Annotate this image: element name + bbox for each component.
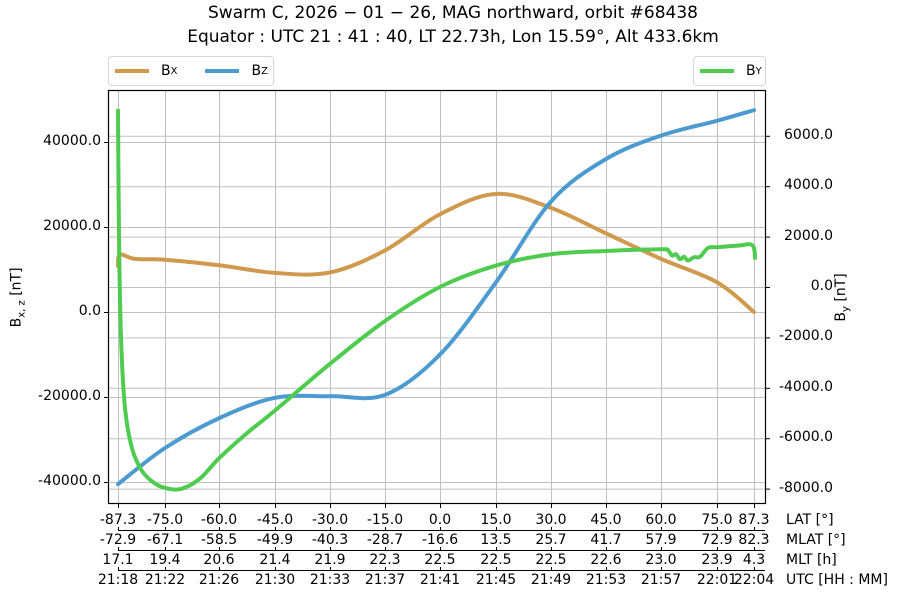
mlt-tick-label: 23.0 (645, 552, 677, 568)
mlt-tick-label: 4.3 (742, 552, 766, 568)
lat-tick-label: 0.0 (428, 512, 452, 528)
right-tick-label: -4000.0 (778, 378, 833, 395)
lat-tick-label: 30.0 (535, 512, 567, 528)
grid-lines (109, 91, 765, 503)
curve-bz (116, 108, 756, 487)
chart-title-line2: Equator : UTC 21 : 41 : 40, LT 22.73h, L… (187, 27, 719, 47)
mlt-tick-label: 21.4 (259, 552, 291, 568)
left-tick-label: 40000.0 (43, 133, 101, 149)
mlat-tick-label: -58.5 (200, 532, 238, 548)
mlt-tick-label: 22.5 (535, 552, 567, 568)
utc-row-label: UTC [HH : MM] (786, 572, 888, 588)
utc-tick-label: 21:30 (254, 572, 296, 588)
lat-tick-label: 15.0 (480, 512, 512, 528)
right-axis-label: By [nT] (832, 273, 852, 322)
left-tick-label: -40000.0 (38, 473, 101, 489)
left-tick-label: 0.0 (78, 303, 101, 319)
by-swatch (700, 69, 734, 73)
utc-tick-label: 22:01 (696, 572, 738, 588)
right-tick-label: 6000.0 (784, 126, 833, 143)
mlt-tick-label: 22.6 (590, 552, 622, 568)
mlt-tick-label: 17.1 (102, 552, 134, 568)
right-tick-label: -2000.0 (778, 328, 833, 345)
data-curves (116, 108, 757, 492)
right-tick-label: 2000.0 (784, 227, 833, 244)
mlat-tick-label: -49.9 (256, 532, 294, 548)
utc-tick-label: 21:57 (640, 572, 682, 588)
left-axis-label: Bx, z [nT] (8, 267, 28, 328)
lat-tick-label: -60.0 (200, 512, 238, 528)
utc-tick-label: 22:04 (733, 572, 775, 588)
mlat-tick-label: -40.3 (311, 532, 349, 548)
right-tick-label: 4000.0 (784, 177, 833, 194)
lat-tick-label: -87.3 (99, 512, 137, 528)
utc-tick-label: 21:18 (97, 572, 139, 588)
mlat-tick-label: -72.9 (99, 532, 137, 548)
utc-tick-label: 21:37 (364, 572, 406, 588)
mlat-tick-label: 57.9 (645, 532, 677, 548)
mlat-tick-label: 82.3 (738, 532, 770, 548)
utc-tick-label: 21:41 (419, 572, 461, 588)
lat-tick-label: -15.0 (366, 512, 404, 528)
mlat-tick-label: 41.7 (590, 532, 622, 548)
utc-tick-label: 21:33 (309, 572, 351, 588)
mlt-tick-label: 23.9 (701, 552, 733, 568)
curve-by (116, 108, 757, 492)
mlt-tick-label: 20.6 (203, 552, 235, 568)
mlat-tick-label: 72.9 (701, 532, 733, 548)
mlt-tick-label: 22.3 (369, 552, 401, 568)
mlt-tick-label: 19.4 (149, 552, 181, 568)
left-tick-label: 20000.0 (43, 218, 101, 234)
lat-tick-label: -75.0 (146, 512, 184, 528)
curve-bx (116, 191, 756, 314)
lat-tick-label: 75.0 (701, 512, 733, 528)
chart-title-line1: Swarm C, 2026 − 01 − 26, MAG northward, … (208, 3, 698, 23)
lat-row-label: LAT [°] (786, 512, 834, 528)
bz-swatch (205, 69, 240, 73)
lat-tick-label: -30.0 (311, 512, 349, 528)
bx-swatch (115, 69, 149, 73)
mlt-tick-label: 22.5 (424, 552, 456, 568)
right-tick-label: -6000.0 (778, 429, 833, 446)
plot-frame (107, 89, 767, 505)
left-tick-label: -20000.0 (38, 388, 101, 404)
right-tick-label: -8000.0 (778, 479, 833, 496)
lat-tick-label: 45.0 (590, 512, 622, 528)
lat-tick-label: 60.0 (645, 512, 677, 528)
lat-tick-label: -45.0 (256, 512, 294, 528)
mlat-tick-label: -28.7 (366, 532, 404, 548)
utc-tick-label: 21:49 (530, 572, 572, 588)
mlat-row-label: MLAT [°] (786, 532, 846, 548)
lat-tick-label: 87.3 (738, 512, 770, 528)
utc-tick-label: 21:26 (198, 572, 240, 588)
right-tick-label: 0.0 (810, 278, 833, 294)
mlt-tick-label: 21.9 (314, 552, 346, 568)
mlat-tick-label: -67.1 (146, 532, 184, 548)
utc-tick-label: 21:22 (144, 572, 186, 588)
mlat-tick-label: -16.6 (421, 532, 459, 548)
mlat-tick-label: 25.7 (535, 532, 567, 548)
mlat-tick-label: 13.5 (480, 532, 512, 548)
mlt-tick-label: 22.5 (480, 552, 512, 568)
utc-tick-label: 21:53 (585, 572, 627, 588)
utc-tick-label: 21:45 (475, 572, 517, 588)
mlt-row-label: MLT [h] (786, 552, 837, 568)
